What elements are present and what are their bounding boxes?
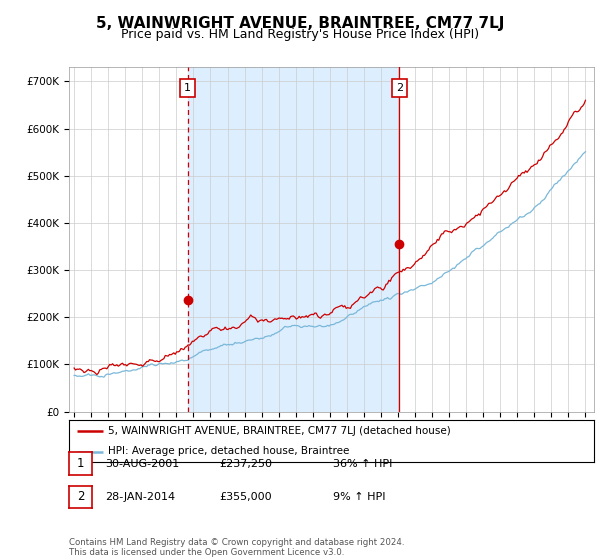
Bar: [188, 67, 400, 412]
Text: £237,250: £237,250: [219, 459, 272, 469]
Text: 1: 1: [184, 83, 191, 93]
Text: 5, WAINWRIGHT AVENUE, BRAINTREE, CM77 7LJ (detached house): 5, WAINWRIGHT AVENUE, BRAINTREE, CM77 7L…: [109, 426, 451, 436]
Text: HPI: Average price, detached house, Braintree: HPI: Average price, detached house, Brai…: [109, 446, 350, 456]
Text: 1: 1: [77, 457, 84, 470]
Text: Contains HM Land Registry data © Crown copyright and database right 2024.
This d: Contains HM Land Registry data © Crown c…: [69, 538, 404, 557]
Text: 2: 2: [77, 490, 84, 503]
Text: 28-JAN-2014: 28-JAN-2014: [105, 492, 175, 502]
Text: Price paid vs. HM Land Registry's House Price Index (HPI): Price paid vs. HM Land Registry's House …: [121, 28, 479, 41]
Text: 5, WAINWRIGHT AVENUE, BRAINTREE, CM77 7LJ: 5, WAINWRIGHT AVENUE, BRAINTREE, CM77 7L…: [96, 16, 504, 31]
Text: 30-AUG-2001: 30-AUG-2001: [105, 459, 179, 469]
Text: 9% ↑ HPI: 9% ↑ HPI: [333, 492, 386, 502]
Text: £355,000: £355,000: [219, 492, 272, 502]
Text: 2: 2: [396, 83, 403, 93]
Text: 36% ↑ HPI: 36% ↑ HPI: [333, 459, 392, 469]
